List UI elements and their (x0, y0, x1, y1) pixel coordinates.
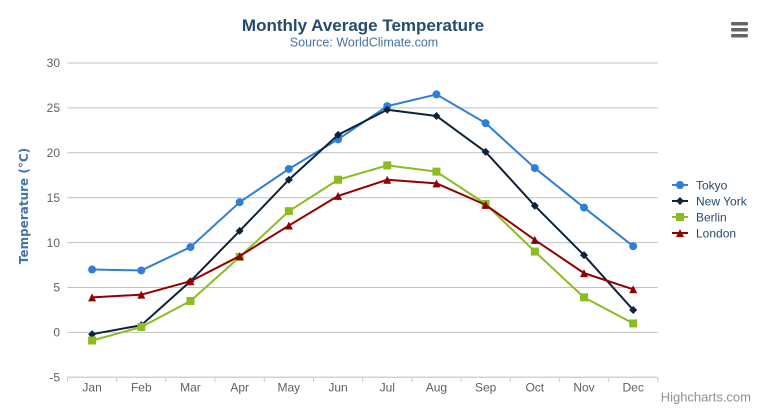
data-point-marker[interactable] (530, 235, 539, 244)
y-axis-label: 20 (47, 146, 61, 160)
legend-item-london[interactable]: London (672, 226, 736, 240)
x-axis-label: Dec (623, 381, 644, 395)
data-point-marker[interactable] (629, 285, 638, 294)
data-point-marker[interactable] (334, 191, 343, 200)
series-line (91, 93, 635, 272)
legend-item-new-york[interactable]: New York (672, 194, 748, 208)
legend-symbol-marker (676, 197, 684, 205)
data-point-marker[interactable] (530, 247, 539, 256)
x-axis-label: Sep (475, 381, 497, 395)
data-point-marker[interactable] (629, 319, 638, 328)
data-point-marker[interactable] (88, 330, 97, 339)
data-point-marker[interactable] (186, 277, 195, 286)
data-point-marker[interactable] (88, 265, 97, 274)
data-point-marker[interactable] (580, 203, 589, 212)
chart-subtitle: Source: WorldClimate.com (290, 36, 438, 50)
legend-label: Tokyo (696, 178, 728, 192)
data-point-marker[interactable] (481, 119, 490, 128)
chart-title: Monthly Average Temperature (242, 16, 484, 35)
data-point-marker[interactable] (629, 242, 638, 251)
y-axis-label: 5 (53, 281, 60, 295)
series-line (91, 164, 635, 342)
data-point-marker[interactable] (432, 111, 441, 120)
grid-lines (67, 62, 658, 378)
y-axis-label: 0 (53, 326, 60, 340)
x-axis-label: Feb (131, 381, 152, 395)
y-axis-title: Temperature (°C) (17, 148, 31, 264)
data-point-marker[interactable] (629, 305, 638, 314)
y-axis-label: 10 (47, 236, 61, 250)
data-point-marker[interactable] (186, 243, 195, 252)
data-point-marker[interactable] (284, 164, 293, 173)
data-point-marker[interactable] (481, 147, 490, 156)
data-point-marker[interactable] (383, 105, 392, 114)
data-point-marker[interactable] (334, 130, 343, 139)
legend: Tokyo New York Berlin London (672, 178, 748, 240)
data-point-marker[interactable] (530, 164, 539, 173)
data-point-marker[interactable] (137, 266, 146, 275)
x-axis-label: Nov (573, 381, 594, 395)
data-point-marker[interactable] (137, 290, 146, 299)
data-point-marker[interactable] (432, 90, 441, 99)
x-axis-label: Jul (380, 381, 395, 395)
series-new-york (88, 105, 638, 339)
legend-item-tokyo[interactable]: Tokyo (672, 178, 728, 192)
x-axis-label: Apr (230, 381, 249, 395)
data-point-marker[interactable] (580, 251, 589, 260)
y-axis-labels: -5 0 5 10 15 20 25 30 (47, 56, 61, 384)
data-point-marker[interactable] (383, 161, 392, 170)
legend-item-berlin[interactable]: Berlin (672, 210, 727, 224)
y-axis-label: 30 (47, 56, 61, 70)
x-axis-label: Mar (180, 381, 201, 395)
legend-label: New York (696, 194, 748, 208)
legend-label: London (696, 226, 736, 240)
legend-label: Berlin (696, 210, 727, 224)
data-point-marker[interactable] (580, 269, 589, 278)
data-point-marker[interactable] (186, 296, 195, 305)
legend-symbol-marker (676, 181, 684, 189)
legend-symbol-marker (676, 229, 684, 237)
series-line (91, 108, 635, 336)
y-axis-label: -5 (49, 371, 60, 385)
series-line (91, 178, 635, 299)
x-axis-label: Aug (426, 381, 447, 395)
data-point-marker[interactable] (235, 198, 244, 207)
data-point-marker[interactable] (284, 207, 293, 216)
data-point-marker[interactable] (284, 175, 293, 184)
series-london (88, 175, 638, 302)
data-point-marker[interactable] (284, 221, 293, 230)
x-axis-label: Jun (328, 381, 347, 395)
data-point-marker[interactable] (235, 252, 244, 261)
data-point-marker[interactable] (334, 175, 343, 184)
hamburger-menu-icon[interactable] (731, 22, 748, 38)
credits-link[interactable]: Highcharts.com (661, 390, 751, 405)
data-point-marker[interactable] (432, 179, 441, 188)
data-point-marker[interactable] (88, 293, 97, 302)
series-tokyo (88, 90, 638, 275)
data-point-marker[interactable] (235, 226, 244, 235)
x-axis-label: Oct (525, 381, 544, 395)
menu-bar (731, 28, 748, 32)
data-point-marker[interactable] (481, 200, 490, 209)
x-axis-label: Jan (82, 381, 101, 395)
legend-symbol-marker (676, 213, 684, 221)
data-point-marker[interactable] (432, 167, 441, 176)
data-point-marker[interactable] (137, 323, 146, 332)
y-axis-label: 15 (47, 191, 61, 205)
x-axis (67, 376, 659, 383)
menu-bar (731, 34, 748, 38)
data-point-marker[interactable] (383, 175, 392, 184)
data-point-marker[interactable] (88, 336, 97, 345)
x-axis-labels: Jan Feb Mar Apr May Jun Jul Aug Sep Oct Nov Dec (82, 381, 643, 395)
data-point-marker[interactable] (530, 201, 539, 210)
data-point-marker[interactable] (580, 293, 589, 302)
menu-bar (731, 22, 748, 26)
y-axis-label: 25 (47, 101, 61, 115)
series-group (88, 90, 638, 345)
x-axis-label: May (278, 381, 301, 395)
